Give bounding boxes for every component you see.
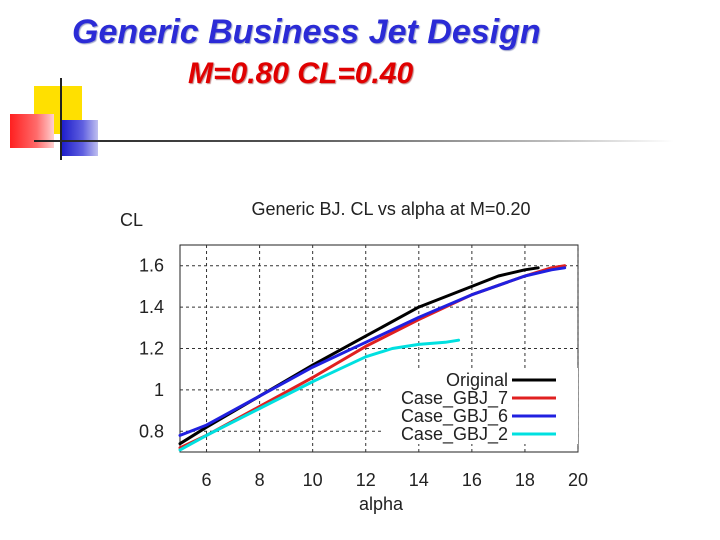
slide-title: Generic Business Jet Design	[72, 13, 541, 51]
legend-label: Case_GBJ_6	[401, 406, 508, 427]
x-tick-label: 12	[356, 470, 376, 490]
legend-label: Original	[446, 370, 508, 390]
y-tick-label: 1	[154, 380, 164, 400]
y-tick-label: 1.2	[139, 339, 164, 359]
deco-red-square	[10, 114, 54, 148]
y-tick-label: 1.6	[139, 256, 164, 276]
x-tick-label: 18	[515, 470, 535, 490]
x-tick-label: 14	[409, 470, 429, 490]
x-tick-label: 10	[303, 470, 323, 490]
legend-label: Case_GBJ_2	[401, 424, 508, 445]
series-line-case-gbj-2	[178, 338, 461, 452]
x-tick-label: 16	[462, 470, 482, 490]
x-tick-label: 8	[255, 470, 265, 490]
deco-horizontal-line	[34, 140, 674, 142]
y-axis-label: CL	[120, 210, 143, 230]
chart-title: Generic BJ. CL vs alpha at M=0.20	[252, 199, 531, 219]
x-axis-label: alpha	[359, 494, 404, 514]
slide-subtitle: M=0.80 CL=0.40	[188, 57, 414, 90]
deco-blue-square	[60, 120, 98, 156]
series-line-case-gbj-6	[178, 266, 567, 437]
y-tick-label: 0.8	[139, 421, 164, 441]
x-tick-label: 20	[568, 470, 588, 490]
legend-label: Case_GBJ_7	[401, 388, 508, 409]
y-tick-label: 1.4	[139, 297, 164, 317]
x-tick-label: 6	[202, 470, 212, 490]
deco-vertical-line	[60, 78, 62, 160]
